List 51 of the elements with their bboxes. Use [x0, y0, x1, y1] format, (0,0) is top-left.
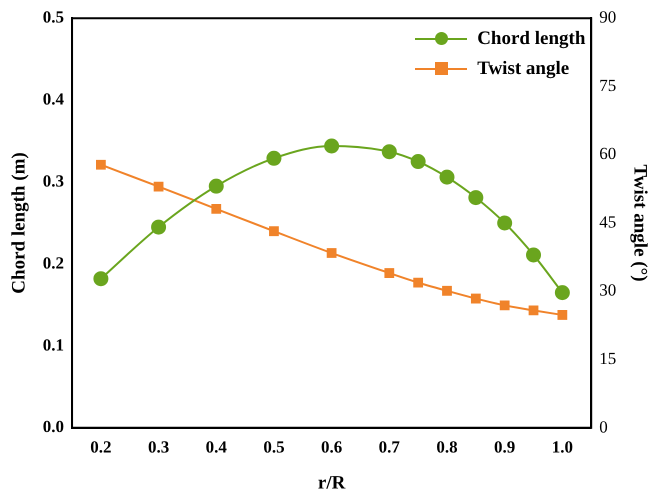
point [500, 300, 510, 310]
point [266, 150, 282, 166]
point [382, 144, 397, 160]
x-tick-label: 0.5 [263, 437, 285, 456]
point [528, 305, 538, 316]
y2-tick-label: 75 [599, 76, 616, 95]
y-tick-label: 0.5 [42, 8, 64, 27]
y2-tick-label: 90 [599, 8, 616, 27]
point [413, 278, 424, 288]
point [93, 271, 108, 286]
point [211, 204, 222, 214]
y2-tick-label: 45 [599, 212, 616, 232]
point [324, 138, 340, 154]
point [96, 160, 106, 170]
point [526, 247, 542, 262]
point [154, 182, 164, 192]
point [557, 310, 568, 320]
point [497, 216, 512, 230]
y2-tick-label: 60 [599, 144, 616, 164]
y-tick-label: 0.4 [42, 90, 65, 109]
y2-tick-label: 0 [599, 417, 608, 436]
y2-tick-label: 15 [599, 349, 616, 368]
x-tick-label: 0.9 [494, 437, 516, 456]
y-axis-title: Chord length (m) [8, 152, 30, 294]
legend-label: Chord length [477, 28, 586, 50]
point [439, 170, 454, 185]
point [269, 226, 279, 236]
point [554, 285, 570, 300]
y2-tick-label: 30 [599, 280, 616, 300]
y2-axis-title: Twist angle (°) [630, 164, 651, 282]
x-tick-label: 0.2 [90, 437, 112, 456]
x-tick-label: 0.7 [378, 437, 400, 456]
y-tick-label: 0.0 [42, 417, 64, 436]
point [470, 294, 481, 304]
y-tick-label: 0.3 [42, 171, 64, 190]
point [410, 154, 426, 170]
point [151, 220, 166, 235]
y-tick-label: 0.2 [42, 253, 64, 272]
x-tick-label: 0.4 [206, 437, 228, 456]
x-tick-label: 0.8 [436, 437, 458, 456]
y-tick-label: 0.1 [42, 335, 64, 354]
x-tick-label: 0.6 [321, 437, 342, 456]
point [208, 178, 224, 194]
point [384, 268, 394, 278]
point [468, 190, 484, 206]
x-axis-title: r/R [318, 472, 346, 494]
x-tick-label: 1.0 [552, 437, 573, 456]
legend-label: Twist angle [477, 58, 570, 80]
x-tick-label: 0.3 [148, 437, 170, 456]
point [326, 248, 337, 258]
point [442, 286, 452, 296]
